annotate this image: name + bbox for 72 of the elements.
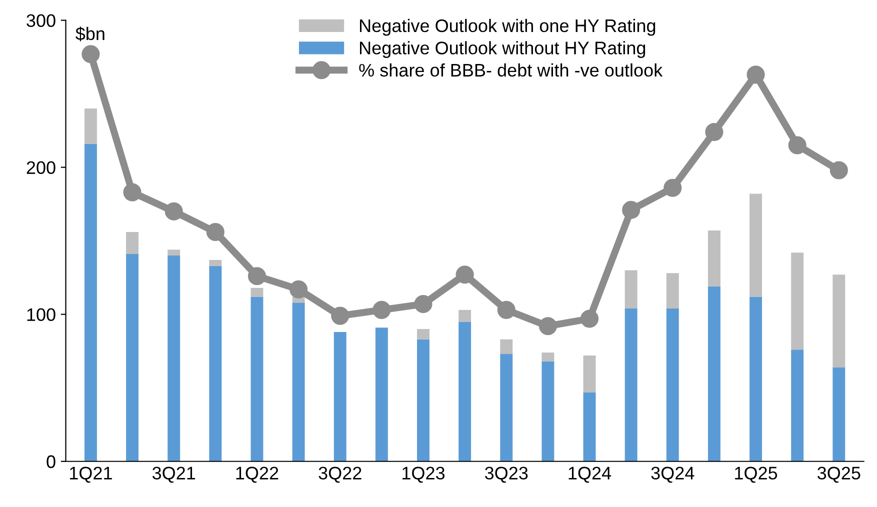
x-tick-label: 1Q25 bbox=[735, 466, 778, 483]
bar bbox=[126, 232, 139, 254]
legend-label: Negative Outlook with one HY Rating bbox=[360, 18, 656, 36]
y-tick-label: 300 bbox=[26, 14, 56, 27]
point bbox=[788, 136, 806, 154]
bar bbox=[250, 296, 264, 462]
point bbox=[830, 161, 848, 180]
bar bbox=[458, 322, 472, 462]
legend-label: Negative Outlook without HY Rating bbox=[360, 41, 646, 58]
point bbox=[164, 202, 183, 220]
x-tick-label: 1Q22 bbox=[236, 466, 278, 483]
x-tick-label: 3Q25 bbox=[818, 466, 860, 483]
bar bbox=[583, 392, 596, 462]
point bbox=[123, 183, 142, 202]
point bbox=[206, 222, 224, 242]
point bbox=[456, 266, 474, 284]
bar bbox=[292, 302, 305, 462]
point bbox=[664, 178, 682, 197]
bar bbox=[624, 270, 638, 308]
point bbox=[331, 306, 350, 325]
bar bbox=[458, 310, 472, 322]
point bbox=[82, 45, 100, 64]
y-tick-label: 200 bbox=[26, 161, 56, 174]
x-tick-label: 1Q23 bbox=[402, 466, 445, 483]
point bbox=[290, 280, 308, 298]
bar bbox=[750, 194, 762, 297]
bar bbox=[750, 296, 762, 462]
x-tick-label: 3Q22 bbox=[318, 466, 362, 483]
point bbox=[705, 122, 724, 142]
bar bbox=[500, 339, 513, 354]
bar bbox=[126, 254, 139, 462]
bar bbox=[791, 252, 804, 350]
bar bbox=[375, 328, 388, 462]
point bbox=[372, 300, 391, 319]
bar bbox=[542, 352, 554, 362]
bar bbox=[168, 250, 180, 256]
bar bbox=[168, 256, 180, 462]
y-tick-label: 100 bbox=[27, 308, 56, 322]
bar bbox=[583, 356, 596, 392]
bar bbox=[209, 260, 222, 266]
legend-label: % share of BBB- debt with -ve outlook bbox=[359, 63, 663, 77]
point bbox=[248, 267, 266, 286]
annotation: $bn bbox=[76, 26, 104, 42]
bar bbox=[250, 288, 264, 297]
point bbox=[414, 295, 432, 314]
bar bbox=[666, 308, 679, 462]
x-tick-label: 1Q21 bbox=[70, 466, 112, 483]
point bbox=[580, 310, 599, 328]
point bbox=[746, 66, 765, 84]
point bbox=[538, 317, 557, 336]
bar bbox=[666, 273, 679, 308]
bar bbox=[832, 367, 846, 462]
bar bbox=[542, 361, 554, 462]
x-tick-label: 3Q23 bbox=[484, 466, 528, 483]
point bbox=[497, 300, 516, 319]
x-tick-label: 3Q24 bbox=[651, 466, 694, 483]
x-tick-label: 3Q21 bbox=[152, 466, 196, 483]
bar bbox=[417, 339, 430, 462]
point bbox=[622, 200, 640, 219]
x-tick-label: 1Q24 bbox=[568, 466, 612, 483]
bar bbox=[708, 230, 720, 286]
bar bbox=[334, 332, 346, 462]
bar bbox=[832, 274, 846, 368]
bar bbox=[84, 144, 97, 462]
bar bbox=[417, 329, 430, 340]
bar bbox=[624, 308, 638, 462]
y-tick-label: 0 bbox=[46, 455, 56, 468]
bar bbox=[500, 354, 513, 462]
bar bbox=[84, 108, 97, 144]
bar bbox=[791, 350, 804, 462]
bar bbox=[708, 286, 720, 462]
bar bbox=[209, 266, 222, 462]
